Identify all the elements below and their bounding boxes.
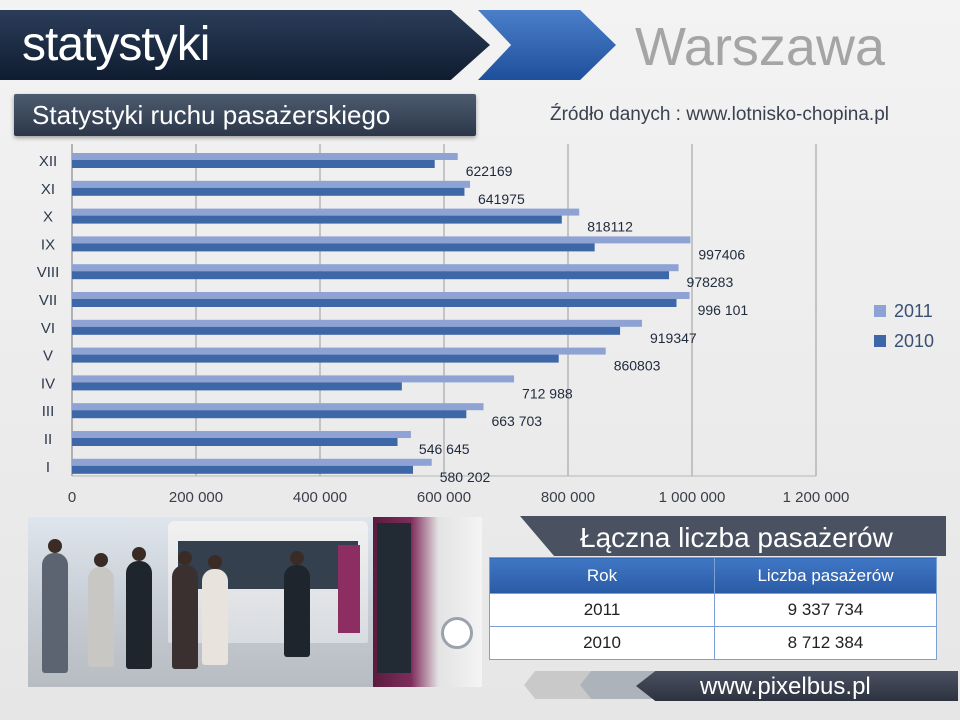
y-category-label: IV bbox=[41, 375, 55, 392]
data-label: 546 645 bbox=[419, 441, 470, 457]
y-category-label: VIII bbox=[37, 264, 60, 281]
passenger-figure bbox=[284, 565, 310, 657]
y-category-label: IX bbox=[41, 236, 55, 253]
data-label: 919347 bbox=[650, 330, 697, 346]
bar-2010 bbox=[72, 187, 465, 196]
y-category-label: II bbox=[44, 431, 52, 448]
y-category-label: V bbox=[43, 348, 53, 365]
header-arrow bbox=[478, 10, 616, 80]
bus-image bbox=[168, 521, 368, 643]
bar-2010 bbox=[72, 243, 595, 252]
bar-2011 bbox=[72, 458, 432, 466]
x-tick-label: 200 000 bbox=[169, 489, 223, 506]
data-label: 996 101 bbox=[698, 302, 749, 318]
legend-item-2010: 2010 bbox=[874, 326, 934, 356]
bar-2010 bbox=[72, 215, 562, 224]
x-tick-label: 1 000 000 bbox=[659, 489, 726, 506]
data-label: 580 202 bbox=[440, 469, 491, 485]
data-label: 997406 bbox=[698, 246, 745, 262]
bar-2010 bbox=[72, 271, 670, 280]
data-label: 860803 bbox=[614, 358, 661, 374]
y-category-label: XII bbox=[39, 153, 57, 170]
y-category-label: I bbox=[46, 459, 50, 476]
legend-swatch-2011 bbox=[874, 305, 886, 317]
bus-front-image bbox=[373, 517, 482, 687]
x-tick-label: 1 200 000 bbox=[783, 489, 850, 506]
legend-swatch-2010 bbox=[874, 335, 886, 347]
bar-2010 bbox=[72, 438, 398, 446]
table-cell-passengers: 9 337 734 bbox=[714, 593, 937, 627]
y-category-label: VII bbox=[39, 292, 57, 309]
x-tick-label: 800 000 bbox=[541, 489, 595, 506]
y-category-label: X bbox=[43, 209, 53, 226]
bar-2011 bbox=[72, 292, 690, 299]
bar-2011 bbox=[72, 236, 691, 244]
bar-2011 bbox=[72, 403, 484, 411]
table-cell-year: 2010 bbox=[489, 626, 715, 660]
bar-2011 bbox=[72, 208, 580, 216]
table-row: 2011 9 337 734 bbox=[489, 593, 937, 627]
bar-2010 bbox=[72, 410, 467, 419]
table-cell-year: 2011 bbox=[489, 593, 715, 627]
bar-2010 bbox=[72, 382, 402, 391]
bar-2011 bbox=[72, 153, 458, 160]
data-label: 712 988 bbox=[522, 385, 573, 401]
subtitle-bar: Statystyki ruchu pasażerskiego bbox=[14, 94, 476, 136]
table-cell-passengers: 8 712 384 bbox=[714, 626, 937, 660]
passenger-bar-chart: 0 200 000 400 000 600 000 800 000 1 000 000 1 … bbox=[37, 144, 850, 506]
summary-title: Łączna liczba pasażerów bbox=[580, 522, 893, 553]
passenger-figure bbox=[172, 565, 198, 669]
bar-2010 bbox=[72, 354, 559, 363]
bar-2011 bbox=[72, 375, 515, 383]
y-category-label: III bbox=[42, 403, 55, 420]
bus-station-photo bbox=[28, 517, 482, 687]
summary-table: Rok Liczba pasażerów 2011 9 337 734 2010… bbox=[489, 557, 937, 660]
table-row: 2010 8 712 384 bbox=[489, 626, 937, 660]
bar-2011 bbox=[72, 180, 471, 188]
data-label: 641975 bbox=[478, 191, 525, 207]
passenger-figure bbox=[88, 567, 114, 667]
data-label: 622169 bbox=[466, 163, 513, 179]
x-tick-label: 400 000 bbox=[293, 489, 347, 506]
footer-bar bbox=[636, 671, 958, 701]
summary-title-bar bbox=[520, 516, 946, 556]
legend-item-2011: 2011 bbox=[874, 296, 934, 326]
city-name: Warszawa bbox=[634, 17, 885, 77]
y-category-label: VI bbox=[41, 320, 55, 337]
passenger-figure bbox=[202, 569, 228, 665]
header-bar bbox=[0, 10, 490, 80]
passenger-figure bbox=[42, 553, 68, 673]
bar-2010 bbox=[72, 326, 621, 335]
bar-2011 bbox=[72, 264, 679, 272]
footer-url-link[interactable]: www.pixelbus.pl bbox=[700, 673, 871, 700]
bar-2010 bbox=[72, 299, 677, 307]
data-label: 818112 bbox=[587, 219, 633, 235]
data-label: 978283 bbox=[687, 274, 734, 290]
data-label: 663 703 bbox=[491, 413, 542, 429]
bar-2011 bbox=[72, 319, 642, 327]
passenger-figure bbox=[126, 561, 152, 669]
legend-label-2011: 2011 bbox=[894, 300, 933, 321]
data-source: Źródło danych : www.lotnisko-chopina.pl bbox=[550, 104, 890, 125]
column-header-year: Rok bbox=[489, 557, 715, 594]
column-header-passengers: Liczba pasażerów bbox=[714, 557, 937, 594]
bar-2010 bbox=[72, 160, 435, 168]
bar-2011 bbox=[72, 347, 606, 355]
chart-subtitle: Statystyki ruchu pasażerskiego bbox=[32, 100, 391, 130]
chart-legend: 2011 2010 bbox=[874, 296, 934, 356]
y-category-label: XI bbox=[41, 181, 55, 198]
table-header-row: Rok Liczba pasażerów bbox=[489, 557, 937, 594]
x-tick-label: 600 000 bbox=[417, 489, 471, 506]
bar-2011 bbox=[72, 431, 411, 438]
legend-label-2010: 2010 bbox=[894, 330, 935, 351]
page-title: statystyki bbox=[22, 18, 210, 71]
bar-2010 bbox=[72, 465, 413, 474]
x-tick-label: 0 bbox=[68, 489, 76, 506]
